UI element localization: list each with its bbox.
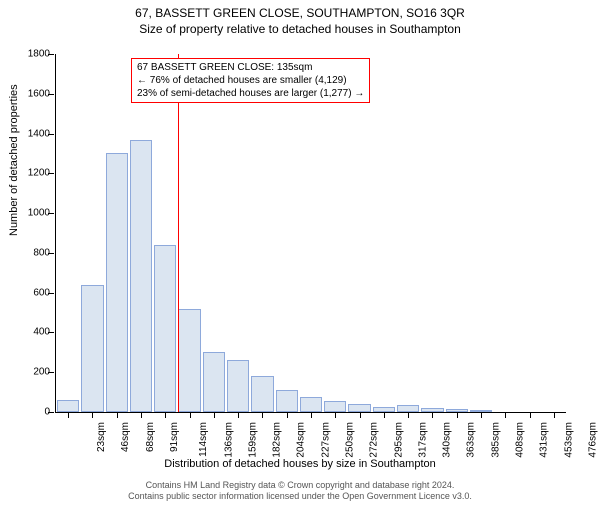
- x-tick: [238, 412, 239, 418]
- histogram-bar: [178, 309, 200, 412]
- annotation-line: 23% of semi-detached houses are larger (…: [137, 87, 364, 100]
- x-tick: [530, 412, 531, 418]
- x-tick-label: 385sqm: [490, 422, 501, 458]
- x-tick: [554, 412, 555, 418]
- x-tick-label: 295sqm: [393, 422, 404, 458]
- x-tick-label: 408sqm: [515, 422, 526, 458]
- chart-title: 67, BASSETT GREEN CLOSE, SOUTHAMPTON, SO…: [0, 6, 600, 20]
- y-tick-label: 200: [33, 367, 50, 378]
- histogram-bar: [106, 153, 128, 412]
- x-tick-label: 46sqm: [120, 422, 131, 452]
- y-tick-label: 1800: [28, 49, 50, 60]
- x-tick-label: 250sqm: [345, 422, 356, 458]
- x-tick-label: 272sqm: [369, 422, 380, 458]
- x-tick: [481, 412, 482, 418]
- histogram-bar: [227, 360, 249, 412]
- histogram-bar: [203, 352, 225, 412]
- histogram-bar: [251, 376, 273, 412]
- histogram-bar: [154, 245, 176, 412]
- histogram-bar: [81, 285, 103, 412]
- x-tick-label: 227sqm: [320, 422, 331, 458]
- annotation-box: 67 BASSETT GREEN CLOSE: 135sqm← 76% of d…: [131, 58, 370, 103]
- y-tick-label: 1200: [28, 168, 50, 179]
- x-tick: [141, 412, 142, 418]
- chart-area: 02004006008001000120014001600180023sqm46…: [55, 54, 565, 412]
- x-tick-label: 476sqm: [587, 422, 598, 458]
- x-tick-label: 363sqm: [466, 422, 477, 458]
- x-tick: [384, 412, 385, 418]
- x-tick-label: 317sqm: [417, 422, 428, 458]
- x-tick: [287, 412, 288, 418]
- y-tick-label: 600: [33, 287, 50, 298]
- histogram-bar: [130, 140, 152, 412]
- reference-line: [178, 54, 179, 412]
- x-tick-label: 431sqm: [539, 422, 550, 458]
- attribution-line2: Contains public sector information licen…: [0, 491, 600, 502]
- x-axis-label: Distribution of detached houses by size …: [0, 458, 600, 470]
- annotation-line: ← 76% of detached houses are smaller (4,…: [137, 74, 364, 87]
- plot-region: 02004006008001000120014001600180023sqm46…: [55, 54, 566, 413]
- y-axis-label: Number of detached properties: [8, 84, 20, 236]
- chart-container: 67, BASSETT GREEN CLOSE, SOUTHAMPTON, SO…: [0, 6, 600, 506]
- annotation-line: 67 BASSETT GREEN CLOSE: 135sqm: [137, 61, 364, 74]
- x-tick: [165, 412, 166, 418]
- x-tick: [92, 412, 93, 418]
- x-tick: [311, 412, 312, 418]
- x-tick-label: 204sqm: [296, 422, 307, 458]
- x-tick-label: 453sqm: [563, 422, 574, 458]
- y-tick-label: 0: [44, 407, 50, 418]
- x-tick: [262, 412, 263, 418]
- x-tick: [432, 412, 433, 418]
- histogram-bar: [324, 401, 346, 412]
- x-tick: [335, 412, 336, 418]
- histogram-bar: [276, 390, 298, 412]
- x-tick-label: 68sqm: [145, 422, 156, 452]
- y-tick-label: 1600: [28, 88, 50, 99]
- x-tick: [190, 412, 191, 418]
- x-tick-label: 91sqm: [169, 422, 180, 452]
- x-tick-label: 136sqm: [223, 422, 234, 458]
- x-tick: [68, 412, 69, 418]
- x-tick-label: 182sqm: [272, 422, 283, 458]
- attribution-line1: Contains HM Land Registry data © Crown c…: [0, 480, 600, 491]
- y-tick-label: 800: [33, 247, 50, 258]
- histogram-bar: [397, 405, 419, 412]
- x-tick-label: 340sqm: [442, 422, 453, 458]
- x-tick: [505, 412, 506, 418]
- x-tick: [117, 412, 118, 418]
- y-tick-label: 1400: [28, 128, 50, 139]
- x-tick-label: 159sqm: [247, 422, 258, 458]
- chart-subtitle: Size of property relative to detached ho…: [0, 22, 600, 36]
- x-tick-label: 114sqm: [198, 422, 209, 457]
- x-tick: [457, 412, 458, 418]
- y-tick-label: 1000: [28, 208, 50, 219]
- histogram-bar: [57, 400, 79, 412]
- histogram-bar: [348, 404, 370, 412]
- x-tick: [214, 412, 215, 418]
- x-tick-label: 23sqm: [96, 422, 107, 452]
- histogram-bar: [300, 397, 322, 412]
- attribution-text: Contains HM Land Registry data © Crown c…: [0, 480, 600, 502]
- x-tick: [360, 412, 361, 418]
- x-tick: [408, 412, 409, 418]
- y-tick-label: 400: [33, 327, 50, 338]
